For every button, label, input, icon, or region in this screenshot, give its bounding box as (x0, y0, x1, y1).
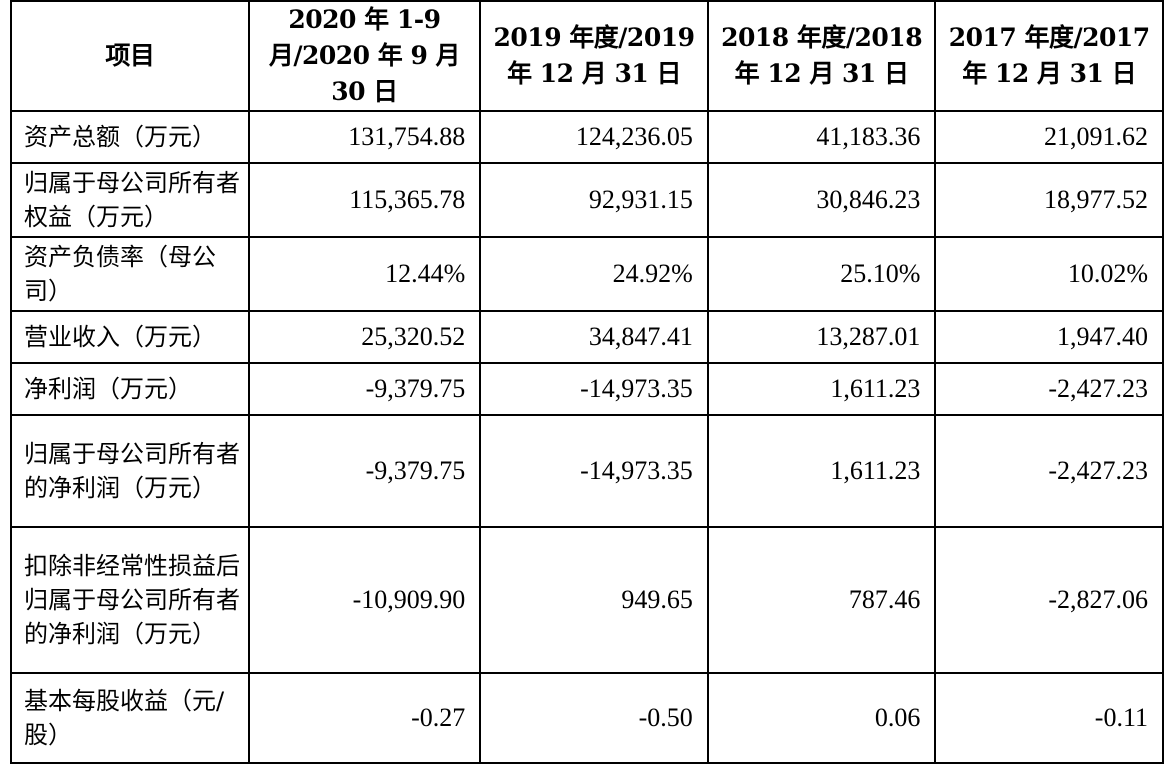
cell-2018: 41,183.36 (706, 110, 937, 164)
table-row: 基本每股收益（元/股） -0.27 -0.50 0.06 -0.11 (10, 672, 1164, 764)
cell-2019: 24.92% (479, 236, 709, 312)
cell-2017: 18,977.52 (934, 162, 1164, 238)
cell-2018: 30,846.23 (706, 162, 937, 238)
cell-2019: 124,236.05 (479, 110, 709, 164)
row-label: 净利润（万元） (10, 362, 250, 416)
cell-2018: 0.06 (706, 672, 937, 764)
header-item: 项目 (10, 0, 250, 112)
cell-2017: -2,427.23 (934, 414, 1164, 528)
row-label: 归属于母公司所有者权益（万元） (10, 162, 250, 238)
cell-2020: -10,909.90 (247, 526, 482, 674)
cell-2020: -9,379.75 (247, 362, 482, 416)
cell-2018: 787.46 (706, 526, 937, 674)
cell-2017: -0.11 (934, 672, 1164, 764)
table-row: 净利润（万元） -9,379.75 -14,973.35 1,611.23 -2… (10, 362, 1164, 416)
cell-2017: -2,427.23 (934, 362, 1164, 416)
cell-2019: -14,973.35 (479, 362, 709, 416)
cell-2018: 1,611.23 (706, 362, 937, 416)
table-row: 归属于母公司所有者权益（万元） 115,365.78 92,931.15 30,… (10, 162, 1164, 238)
table-row: 资产总额（万元） 131,754.88 124,236.05 41,183.36… (10, 110, 1164, 164)
cell-2020: 25,320.52 (247, 310, 482, 364)
cell-2018: 13,287.01 (706, 310, 937, 364)
table-row: 营业收入（万元） 25,320.52 34,847.41 13,287.01 1… (10, 310, 1164, 364)
header-2018: 2018 年度/2018 年 12 月 31 日 (706, 0, 937, 112)
row-label: 资产总额（万元） (10, 110, 250, 164)
table-row: 资产负债率（母公司） 12.44% 24.92% 25.10% 10.02% (10, 236, 1164, 312)
row-label: 资产负债率（母公司） (10, 236, 250, 312)
table-header-row: 项目 2020 年 1-9 月/2020 年 9 月 30 日 2019 年度/… (10, 0, 1164, 112)
financial-summary-table: 项目 2020 年 1-9 月/2020 年 9 月 30 日 2019 年度/… (10, 0, 1164, 764)
table-row: 扣除非经常性损益后归属于母公司所有者的净利润（万元） -10,909.90 94… (10, 526, 1164, 674)
header-2017: 2017 年度/2017 年 12 月 31 日 (934, 0, 1164, 112)
cell-2020: -0.27 (247, 672, 482, 764)
cell-2018: 25.10% (706, 236, 937, 312)
cell-2017: 1,947.40 (934, 310, 1164, 364)
cell-2017: -2,827.06 (934, 526, 1164, 674)
row-label: 基本每股收益（元/股） (10, 672, 250, 764)
cell-2020: 12.44% (247, 236, 482, 312)
header-2020: 2020 年 1-9 月/2020 年 9 月 30 日 (247, 0, 482, 112)
cell-2019: 92,931.15 (479, 162, 709, 238)
cell-2017: 10.02% (934, 236, 1164, 312)
cell-2020: -9,379.75 (247, 414, 482, 528)
cell-2018: 1,611.23 (706, 414, 937, 528)
cell-2019: -0.50 (479, 672, 709, 764)
cell-2017: 21,091.62 (934, 110, 1164, 164)
row-label: 营业收入（万元） (10, 310, 250, 364)
cell-2019: 949.65 (479, 526, 709, 674)
row-label: 归属于母公司所有者的净利润（万元） (10, 414, 250, 528)
cell-2020: 131,754.88 (247, 110, 482, 164)
cell-2020: 115,365.78 (247, 162, 482, 238)
table-row: 归属于母公司所有者的净利润（万元） -9,379.75 -14,973.35 1… (10, 414, 1164, 528)
row-label: 扣除非经常性损益后归属于母公司所有者的净利润（万元） (10, 526, 250, 674)
cell-2019: -14,973.35 (479, 414, 709, 528)
cell-2019: 34,847.41 (479, 310, 709, 364)
header-2019: 2019 年度/2019 年 12 月 31 日 (479, 0, 709, 112)
